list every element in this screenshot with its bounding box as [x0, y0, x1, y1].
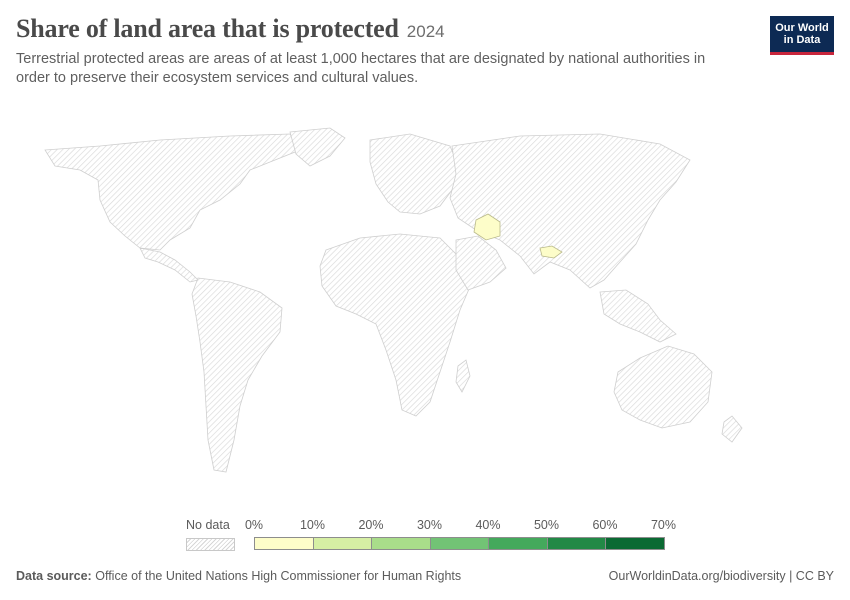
legend-bin[interactable]: [371, 537, 431, 550]
chart-footer: Data source: Office of the United Nation…: [16, 569, 834, 583]
data-source: Data source: Office of the United Nation…: [16, 569, 461, 583]
south-america[interactable]: [191, 277, 283, 473]
madagascar[interactable]: [455, 359, 471, 393]
legend-tick-label: 10%: [299, 518, 326, 532]
logo-line-1: Our World: [775, 22, 829, 34]
world-map: [44, 127, 743, 473]
legend-bin[interactable]: [546, 537, 606, 550]
nepal-region[interactable]: [539, 245, 563, 259]
legend-bin[interactable]: [429, 537, 489, 550]
source-url-link[interactable]: OurWorldinData.org/biodiversity | CC BY: [608, 569, 834, 583]
data-source-label: Data source:: [16, 569, 92, 583]
owid-logo[interactable]: Our World in Data: [770, 16, 834, 55]
legend-tick-label: 40%: [475, 518, 501, 532]
legend-tick-label: 70%: [650, 518, 677, 532]
africa[interactable]: [319, 233, 473, 417]
legend-bin[interactable]: [605, 537, 665, 550]
map-legend: No data 0% 10% 20% 30% 40% 50% 60% 70%: [0, 512, 850, 552]
north-america[interactable]: [44, 133, 301, 251]
arabia[interactable]: [455, 235, 507, 291]
chart-header: Share of land area that is protected 202…: [16, 14, 756, 88]
legend-no-data-swatch[interactable]: [186, 538, 235, 551]
legend-bin[interactable]: [312, 537, 372, 550]
legend-no-data-label: No data: [186, 518, 230, 532]
turkmenistan-region[interactable]: [473, 213, 501, 241]
legend-bin[interactable]: [488, 537, 548, 550]
legend-tick-label: 60%: [592, 518, 618, 532]
legend-tick-label: 20%: [358, 518, 384, 532]
chart-title: Share of land area that is protected: [16, 14, 399, 43]
title-row: Share of land area that is protected 202…: [16, 14, 756, 44]
asia[interactable]: [449, 133, 691, 289]
logo-line-2: in Data: [783, 34, 821, 46]
legend-tick-label: 50%: [533, 518, 560, 532]
southeast-asia[interactable]: [599, 289, 677, 343]
data-source-text: Office of the United Nations High Commis…: [95, 569, 462, 583]
australia[interactable]: [613, 345, 713, 429]
europe[interactable]: [369, 133, 461, 215]
legend-bin[interactable]: [254, 537, 314, 550]
legend-tick-label: 0%: [244, 518, 264, 532]
central-america[interactable]: [139, 247, 199, 283]
new-zealand[interactable]: [721, 415, 743, 443]
chart-year: 2024: [406, 22, 445, 41]
legend-tick-label: 30%: [416, 518, 443, 532]
chart-subtitle: Terrestrial protected areas are areas of…: [16, 51, 706, 86]
greenland[interactable]: [289, 127, 346, 167]
